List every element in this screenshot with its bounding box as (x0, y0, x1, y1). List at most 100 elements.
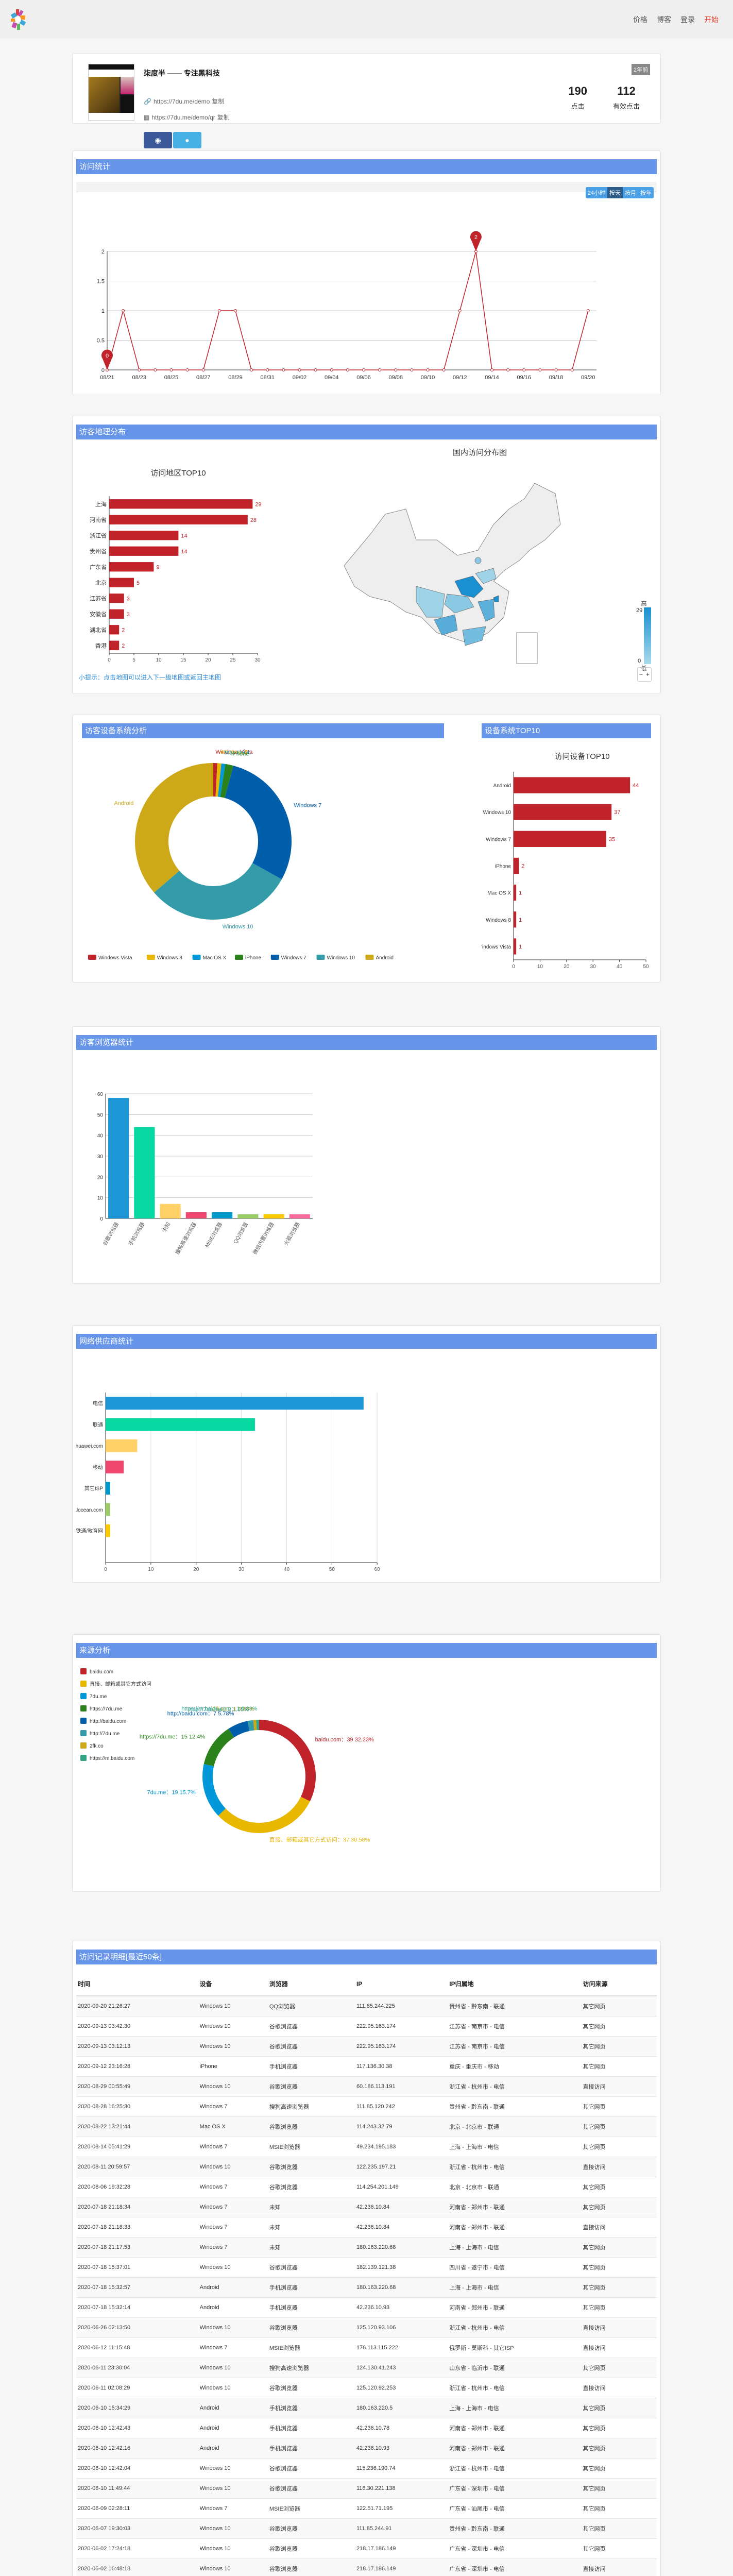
table-row: 2020-06-02 16:48:18 Windows 10 谷歌浏览器 218.17… (76, 2558, 657, 2576)
table-cell: 搜狗高速浏览器 (267, 2096, 355, 2117)
table-cell: 山东省 - 临沂市 - 联通 (448, 2358, 582, 2378)
legend-min: 0 (638, 658, 641, 664)
browser-bar-chart[interactable]: 0 10 20 30 40 50 60 谷歌浏览器 手机浏览器 未知 搜狗高速浏览器 MSIE浏览器 Q… (76, 1050, 657, 1277)
geo-card: 访客地理分布 访问地区TOP10 0 5 10 15 20 25 30 上海 29 河南省 28 浙江省… (72, 416, 661, 694)
table-cell: 2020-06-12 11:15:48 (76, 2337, 198, 2358)
svg-text:14: 14 (181, 533, 187, 539)
copy-short-url-button[interactable]: 复制 (212, 98, 225, 105)
svg-text:20: 20 (564, 964, 570, 970)
svg-text:5: 5 (132, 657, 135, 663)
table-cell: 114.243.32.79 (354, 2116, 448, 2137)
section-title: 设备系统TOP10 (482, 723, 651, 738)
table-cell: 未知 (267, 2237, 355, 2258)
copy-qr-url-button[interactable]: 复制 (217, 114, 230, 121)
svg-text:微信内置浏览器: 微信内置浏览器 (251, 1221, 275, 1256)
table-cell: Windows 10 (198, 2016, 268, 2037)
table-cell: Windows 7 (198, 2197, 268, 2217)
svg-text:http://baidu.com: http://baidu.com (90, 1719, 126, 1724)
table-cell: 2020-07-18 21:18:33 (76, 2217, 198, 2238)
table-cell: 2020-06-02 16:48:18 (76, 2558, 198, 2576)
table-cell: Windows 10 (198, 2076, 268, 2097)
table-cell: Windows 7 (198, 2177, 268, 2197)
svg-text:1: 1 (519, 917, 522, 923)
table-cell: 其它网页 (581, 2116, 657, 2137)
table-cell: 广东省 - 深圳市 - 电信 (448, 2478, 582, 2499)
table-cell: 广东省 - 深圳市 - 电信 (448, 2558, 582, 2576)
table-cell: 2020-06-10 15:34:29 (76, 2398, 198, 2418)
flower-logo-icon[interactable] (10, 8, 26, 31)
svg-text:Windows Vista: Windows Vista (215, 749, 253, 755)
svg-text:50: 50 (329, 1567, 335, 1572)
table-cell: 谷歌浏览器 (267, 2076, 355, 2097)
visits-line-chart[interactable]: 0 0.5 1 1.5 2 08/21 08/23 08/25 08/27 08/29 08/31 0… (76, 192, 657, 388)
table-cell: 111.85.244.91 (354, 2518, 448, 2539)
svg-text:50: 50 (643, 964, 649, 970)
table-cell: 其它网页 (581, 2137, 657, 2157)
table-cell: Windows 10 (198, 2378, 268, 2398)
column-header: 时间 (76, 1972, 198, 1996)
table-cell: Windows 10 (198, 1995, 268, 2016)
svg-text:iPhone: iPhone (495, 864, 512, 870)
range-year-button[interactable]: 按年 (638, 187, 654, 198)
table-cell: 重庆 - 重庆市 - 移动 (448, 2056, 582, 2077)
table-cell: 115.236.190.74 (354, 2458, 448, 2479)
table-cell: 122.51.71.195 (354, 2498, 448, 2519)
table-cell: 未知 (267, 2197, 355, 2217)
link-icon: 🔗 (144, 97, 151, 105)
nav-pricing[interactable]: 价格 (633, 15, 647, 24)
range-month-button[interactable]: 按月 (623, 187, 638, 198)
short-url[interactable]: https://7du.me/demo (153, 97, 210, 105)
svg-text:Windows 7: Windows 7 (281, 955, 306, 961)
weibo-icon: ◉ (155, 135, 161, 144)
range-24h-button[interactable]: 24小时 (585, 187, 607, 198)
table-cell: 其它网页 (581, 1995, 657, 2016)
share-weibo-button[interactable]: ◉ (144, 132, 172, 148)
nav-start[interactable]: 开始 (704, 15, 719, 24)
svg-text:https://m.baidu.com: https://m.baidu.com (90, 1756, 134, 1761)
visual-map-legend[interactable]: 高 29 0 低 (636, 599, 652, 672)
svg-text:火狐浏览器: 火狐浏览器 (282, 1221, 301, 1247)
table-cell: 江苏省 - 南京市 - 电信 (448, 2036, 582, 2057)
table-cell: 2020-09-13 03:42:30 (76, 2016, 198, 2037)
table-cell: 60.186.113.191 (354, 2076, 448, 2097)
age-badge: 2年前 (631, 64, 650, 75)
svg-text:Windows 8: Windows 8 (157, 955, 182, 961)
svg-text:09/12: 09/12 (453, 375, 467, 381)
table-row: 2020-06-10 12:42:16 Android 手机浏览器 42.236.10… (76, 2438, 657, 2459)
nav-login[interactable]: 登录 (680, 15, 695, 24)
svg-text:Mac OS X: Mac OS X (203, 955, 227, 961)
china-map[interactable] (339, 463, 627, 669)
table-cell: 117.136.30.38 (354, 2056, 448, 2077)
source-donut-chart[interactable]: baidu.com：39 32.23% 直接、邮箱或其它方式访问：37 30.58… (76, 1658, 657, 1885)
svg-text:08/29: 08/29 (228, 375, 243, 381)
svg-text:15: 15 (180, 657, 186, 663)
share-qq-button[interactable]: ● (173, 132, 201, 148)
qr-url[interactable]: https://7du.me/demo/qr (151, 113, 215, 121)
site-screenshot-thumbnail (88, 64, 134, 121)
table-cell: Windows 10 (198, 2157, 268, 2177)
svg-text:25: 25 (230, 657, 236, 663)
table-cell: 直接访问 (581, 2076, 657, 2097)
table-cell: 谷歌浏览器 (267, 2558, 355, 2576)
table-cell: Android (198, 2398, 268, 2418)
nav-blog[interactable]: 博客 (657, 15, 671, 24)
table-cell: 浙江省 - 杭州市 - 电信 (448, 2458, 582, 2479)
device-top10-chart[interactable]: 访问设备TOP10 0 10 20 30 40 50 Android 44 Windows 10 3… (478, 738, 651, 970)
svg-text:09/06: 09/06 (356, 375, 371, 381)
table-cell: Windows 7 (198, 2217, 268, 2238)
range-day-button[interactable]: 按天 (607, 187, 623, 198)
table-cell: 2020-06-26 02:13:50 (76, 2317, 198, 2338)
svg-text:9: 9 (156, 564, 159, 570)
zoom-in-button[interactable]: + (645, 671, 650, 678)
svg-text:09/18: 09/18 (549, 375, 564, 381)
table-cell: Windows 7 (198, 2096, 268, 2117)
table-cell: 其它网页 (581, 2498, 657, 2519)
table-row: 2020-06-02 17:24:18 Windows 10 谷歌浏览器 218.17… (76, 2538, 657, 2559)
svg-text:QQ浏览器: QQ浏览器 (232, 1221, 249, 1245)
svg-text:Windows 10: Windows 10 (327, 955, 355, 961)
zoom-out-button[interactable]: − (639, 671, 643, 678)
svg-text:huawei.com: huawei.com (76, 1444, 103, 1449)
